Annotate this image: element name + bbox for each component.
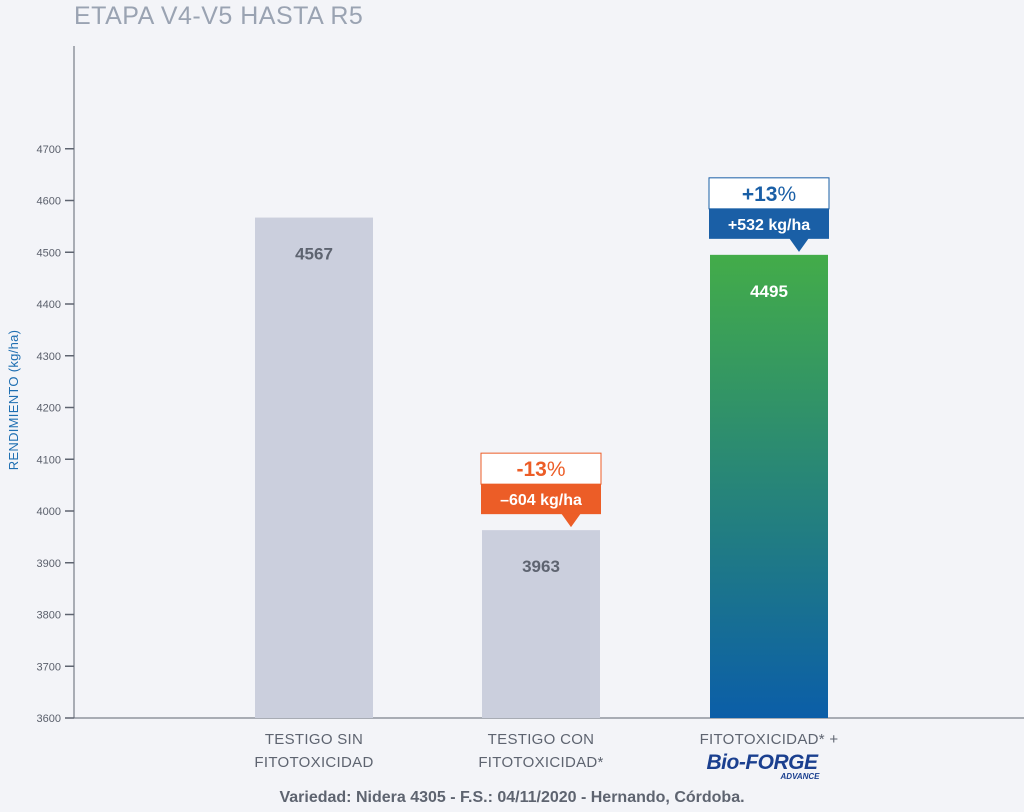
y-tick-label: 3800	[37, 610, 61, 622]
y-tick-label: 4100	[37, 454, 61, 466]
category-label: FITOTOXICIDAD* +	[700, 731, 839, 748]
badge-top	[708, 177, 830, 210]
y-tick-label: 4700	[37, 144, 61, 156]
y-axis-title: RENDIMIENTO (kg/ha)	[6, 330, 21, 471]
y-tick-label: 4200	[37, 403, 61, 415]
badge-percent: -13%	[516, 458, 565, 481]
category-labels: TESTIGO SIN FITOTOXICIDAD TESTIGO CON FITOT…	[254, 731, 838, 771]
bar-value-label: 3963	[522, 557, 560, 576]
badge-percent: +13%	[742, 183, 796, 206]
category-label: FITOTOXICIDAD*	[478, 754, 603, 771]
y-tick-label: 4300	[37, 351, 61, 363]
category-label: FITOTOXICIDAD	[254, 754, 373, 771]
badge-amount: –604 kg/ha	[500, 492, 582, 509]
bar-value-label: 4495	[750, 282, 788, 301]
chart-title: ETAPA V4-V5 HASTA R5	[74, 2, 363, 30]
annotations: -13% –604 kg/ha +13% +532 kg/ha	[480, 177, 830, 528]
y-tick-label: 4600	[37, 196, 61, 208]
logo-wordmark: Bio-FORGE	[707, 751, 819, 774]
bioforge-logo: Bio-FORGE ADVANCE	[707, 751, 821, 781]
bars: 4567 3963 4495	[255, 217, 828, 718]
bar-value-label: 4567	[295, 245, 333, 264]
bar	[255, 217, 373, 718]
y-axis: 3600 3700 3800 3900 4000 4100 4200 4300 4400 4500…	[37, 46, 75, 725]
footnote: Variedad: Nidera 4305 - F.S.: 04/11/2020…	[279, 789, 744, 806]
y-tick-label: 4400	[37, 299, 61, 311]
y-tick-label: 4500	[37, 247, 61, 259]
y-tick-label: 3600	[37, 713, 61, 725]
badge-top	[480, 452, 602, 485]
badge-pointer	[561, 513, 581, 528]
y-tick-label: 3700	[37, 661, 61, 673]
bar	[482, 530, 600, 718]
y-tick-label: 3900	[37, 558, 61, 570]
logo-subtitle: ADVANCE	[780, 772, 821, 781]
badge-amount: +532 kg/ha	[728, 217, 810, 234]
badge-bottom	[709, 208, 829, 239]
badge-bottom	[481, 484, 601, 515]
change-badge: -13% –604 kg/ha	[480, 452, 602, 528]
category-label: TESTIGO SIN	[265, 731, 363, 748]
badge-pointer	[789, 237, 809, 252]
bar	[710, 254, 828, 718]
y-tick-label: 4000	[37, 506, 61, 518]
category-label: TESTIGO CON	[488, 731, 595, 748]
change-badge: +13% +532 kg/ha	[708, 177, 830, 252]
